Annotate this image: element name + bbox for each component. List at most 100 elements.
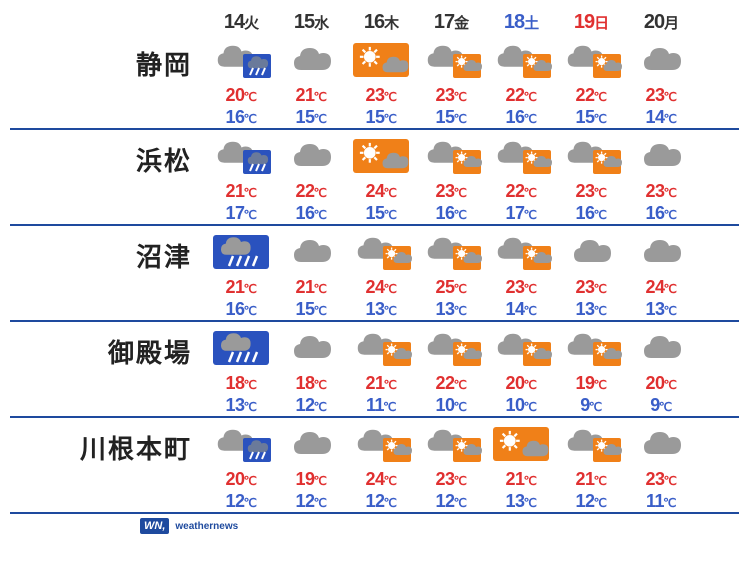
day-number: 18 <box>504 11 524 33</box>
temp-low: 11℃ <box>626 491 696 512</box>
day-number: 14 <box>224 11 244 33</box>
day-weekday: 金 <box>454 15 468 32</box>
temp-low: 17℃ <box>206 203 276 224</box>
weather-icon <box>346 134 416 178</box>
temp-high: 23℃ <box>556 181 626 202</box>
temp-high: 22℃ <box>556 85 626 106</box>
city-row: 沼津 <box>10 226 739 322</box>
day-header: 15水 <box>276 11 346 34</box>
temp-low: 15℃ <box>276 107 346 128</box>
temp-high: 23℃ <box>416 181 486 202</box>
weather-icon <box>556 326 626 370</box>
weather-icon <box>206 326 276 370</box>
temp-high: 23℃ <box>486 277 556 298</box>
temp-high: 20℃ <box>206 85 276 106</box>
temp-high: 20℃ <box>206 469 276 490</box>
temp-low: 12℃ <box>276 491 346 512</box>
city-row: 御殿場 <box>10 322 739 418</box>
temp-high: 22℃ <box>416 373 486 394</box>
weather-icon <box>556 38 626 82</box>
weather-icon <box>276 422 346 466</box>
weather-icon <box>416 230 486 274</box>
temp-low: 15℃ <box>556 107 626 128</box>
temp-high: 22℃ <box>276 181 346 202</box>
weather-icon <box>206 230 276 274</box>
day-number: 17 <box>434 11 454 33</box>
temp-low: 16℃ <box>206 299 276 320</box>
brand-text: weathernews <box>175 521 238 532</box>
weather-icon <box>556 422 626 466</box>
temp-low: 16℃ <box>556 203 626 224</box>
temp-high: 23℃ <box>556 277 626 298</box>
day-weekday: 木 <box>384 15 398 32</box>
weather-icon <box>626 38 696 82</box>
temp-low: 13℃ <box>626 299 696 320</box>
weather-icon <box>346 230 416 274</box>
city-name: 川根本町 <box>10 429 206 466</box>
day-number: 20 <box>644 11 664 33</box>
temp-low: 15℃ <box>346 107 416 128</box>
temp-low: 16℃ <box>206 107 276 128</box>
temp-high: 24℃ <box>626 277 696 298</box>
footer-brand: WN, weathernews <box>10 518 739 534</box>
temp-high: 21℃ <box>276 85 346 106</box>
temp-low: 15℃ <box>416 107 486 128</box>
weather-icon <box>626 230 696 274</box>
temp-low: 13℃ <box>556 299 626 320</box>
temp-high: 20℃ <box>486 373 556 394</box>
temp-high: 23℃ <box>416 469 486 490</box>
day-number: 16 <box>364 11 384 33</box>
weather-icon <box>276 38 346 82</box>
temp-low: 16℃ <box>626 203 696 224</box>
day-number: 15 <box>294 11 314 33</box>
temp-high: 23℃ <box>626 469 696 490</box>
brand-logo: WN, <box>140 518 169 534</box>
temp-low: 10℃ <box>486 395 556 416</box>
weather-icon <box>346 38 416 82</box>
weather-icon <box>556 230 626 274</box>
temp-high: 21℃ <box>556 469 626 490</box>
temp-low: 10℃ <box>416 395 486 416</box>
temp-low: 9℃ <box>626 395 696 416</box>
weather-icon <box>486 326 556 370</box>
temp-high: 23℃ <box>416 85 486 106</box>
temp-low: 12℃ <box>276 395 346 416</box>
temp-low: 17℃ <box>486 203 556 224</box>
weather-icon <box>486 230 556 274</box>
temp-low: 14℃ <box>626 107 696 128</box>
weather-icon <box>486 38 556 82</box>
temp-low: 14℃ <box>486 299 556 320</box>
temp-low: 13℃ <box>416 299 486 320</box>
weather-icon <box>556 134 626 178</box>
temp-high: 21℃ <box>206 181 276 202</box>
weather-icon <box>626 326 696 370</box>
day-header: 17金 <box>416 11 486 34</box>
weather-icon <box>206 422 276 466</box>
temp-low: 13℃ <box>486 491 556 512</box>
temp-low: 16℃ <box>276 203 346 224</box>
day-weekday: 月 <box>664 15 678 32</box>
temp-low: 9℃ <box>556 395 626 416</box>
weather-icon <box>626 134 696 178</box>
day-number: 19 <box>574 11 594 33</box>
temp-low: 12℃ <box>206 491 276 512</box>
weather-icon <box>626 422 696 466</box>
weather-icon <box>416 134 486 178</box>
day-header: 19日 <box>556 11 626 34</box>
day-weekday: 日 <box>594 15 608 32</box>
weather-icon <box>346 422 416 466</box>
temp-low: 16℃ <box>416 203 486 224</box>
weather-icon <box>486 422 556 466</box>
city-name: 御殿場 <box>10 333 206 370</box>
city-name: 浜松 <box>10 141 206 178</box>
day-weekday: 水 <box>314 15 328 32</box>
weather-icon <box>416 422 486 466</box>
weather-icon <box>346 326 416 370</box>
day-weekday: 火 <box>244 15 258 32</box>
temp-low: 15℃ <box>346 203 416 224</box>
temp-high: 25℃ <box>416 277 486 298</box>
temp-high: 18℃ <box>276 373 346 394</box>
temp-high: 20℃ <box>626 373 696 394</box>
temp-high: 21℃ <box>276 277 346 298</box>
temp-low: 13℃ <box>346 299 416 320</box>
